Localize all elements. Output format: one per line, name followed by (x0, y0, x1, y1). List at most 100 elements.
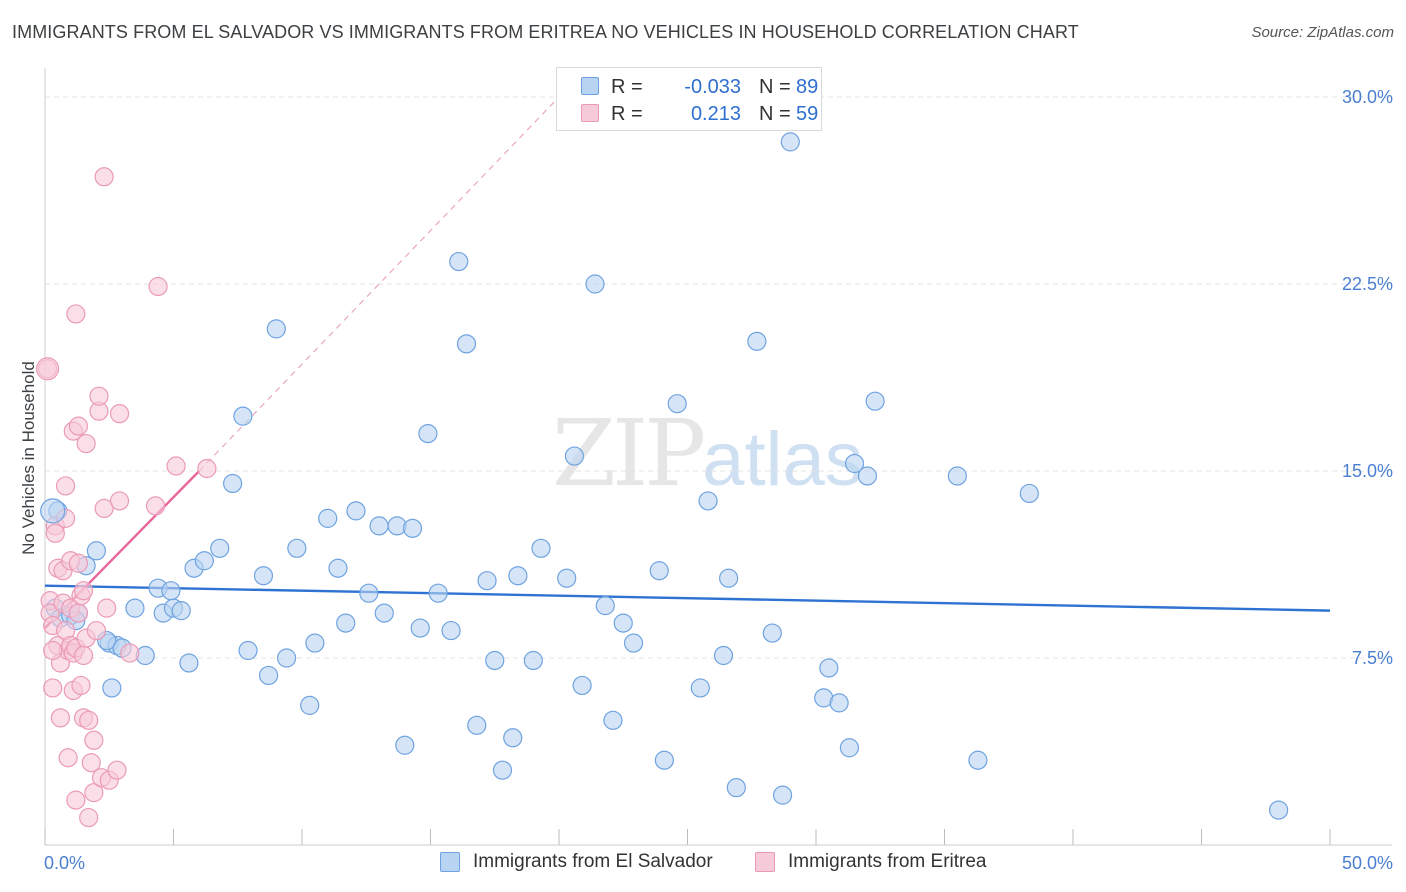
point-el-salvador (564, 446, 585, 466)
point-el-salvador (819, 658, 839, 678)
point-eritrea (145, 496, 166, 516)
series-name-eritrea: Immigrants from Eritrea (788, 851, 987, 872)
point-el-salvador (40, 498, 66, 524)
x-tick-label: 0.0% (44, 853, 85, 873)
point-el-salvador (449, 251, 469, 272)
point-el-salvador (485, 650, 505, 671)
series-swatch-el-salvador (440, 852, 460, 872)
legend-n-value: 89 (796, 76, 819, 98)
chart-source: Source: ZipAtlas.com (1251, 24, 1394, 41)
point-el-salvador (726, 778, 746, 798)
point-el-salvador (328, 558, 348, 578)
point-el-salvador (318, 508, 338, 528)
point-el-salvador (690, 678, 710, 698)
legend-swatch-eritrea (581, 104, 599, 122)
trend-line-el-salvador (44, 584, 1331, 612)
point-el-salvador (772, 785, 793, 805)
point-el-salvador (410, 618, 430, 638)
y-tick-label: 22.5% (1342, 274, 1393, 294)
point-eritrea (86, 620, 107, 641)
point-eritrea (109, 491, 130, 511)
x-tick-label: 50.0% (1342, 853, 1393, 873)
legend-n-label: N = (759, 103, 791, 125)
point-el-salvador (467, 715, 487, 735)
point-el-salvador (557, 568, 577, 588)
point-el-salvador (531, 538, 551, 558)
point-el-salvador (238, 640, 258, 661)
trend-lines (44, 96, 1331, 629)
point-el-salvador (947, 466, 967, 486)
legend-r-label: R = (611, 76, 643, 98)
point-el-salvador (844, 453, 865, 474)
point-eritrea (84, 730, 104, 750)
legend-swatch-el-salvador (581, 77, 599, 95)
point-eritrea (73, 581, 94, 601)
point-eritrea (76, 433, 96, 454)
point-el-salvador (762, 623, 782, 643)
point-eritrea (166, 456, 186, 476)
point-el-salvador (233, 406, 253, 426)
point-el-salvador (1268, 800, 1289, 820)
point-eritrea (68, 416, 89, 436)
point-el-salvador (747, 331, 767, 351)
point-el-salvador (839, 738, 860, 758)
point-el-salvador (667, 394, 687, 414)
point-el-salvador (336, 613, 356, 633)
point-el-salvador (477, 571, 497, 591)
point-eritrea (66, 304, 86, 324)
data-points (35, 132, 1289, 828)
point-el-salvador (1019, 483, 1039, 504)
legend-n-value: 59 (796, 103, 819, 125)
point-el-salvador (266, 319, 286, 339)
point-el-salvador (102, 678, 122, 698)
point-el-salvador (300, 695, 320, 715)
point-el-salvador (428, 583, 448, 603)
point-el-salvador (713, 645, 734, 666)
point-el-salvador (857, 466, 878, 486)
point-eritrea (73, 645, 94, 666)
point-el-salvador (968, 750, 988, 770)
legend-r-value: 0.213 (690, 103, 741, 125)
correlation-legend: R = -0.033 N = 89 R = 0.213 N = 59 (556, 67, 822, 131)
point-el-salvador (649, 561, 669, 581)
legend-n-label: N = (759, 76, 791, 98)
point-eritrea (79, 710, 99, 730)
point-el-salvador (719, 568, 739, 588)
point-el-salvador (418, 424, 438, 444)
series-swatch-eritrea (755, 852, 775, 872)
point-el-salvador (595, 596, 615, 616)
point-el-salvador (287, 538, 307, 558)
point-eritrea (89, 386, 109, 406)
point-eritrea (79, 807, 99, 828)
point-el-salvador (508, 566, 528, 586)
point-el-salvador (305, 633, 325, 653)
point-el-salvador (346, 501, 366, 521)
point-el-salvador (223, 473, 243, 494)
point-el-salvador (402, 518, 423, 538)
point-eritrea (50, 708, 71, 728)
point-eritrea (68, 553, 89, 573)
point-el-salvador (359, 583, 379, 603)
point-el-salvador (829, 693, 849, 713)
point-eritrea (43, 678, 63, 698)
point-el-salvador (492, 760, 513, 780)
point-eritrea (148, 276, 168, 297)
point-el-salvador (456, 334, 477, 354)
point-el-salvador (623, 633, 644, 653)
point-el-salvador (253, 566, 274, 586)
point-el-salvador (276, 648, 297, 668)
legend-r-value: -0.033 (684, 76, 741, 98)
point-el-salvador (865, 391, 885, 411)
point-eritrea (68, 603, 89, 623)
y-tick-label: 15.0% (1342, 461, 1393, 481)
point-eritrea (84, 783, 104, 803)
point-el-salvador (613, 613, 633, 633)
point-el-salvador (698, 491, 718, 511)
point-el-salvador (125, 598, 145, 618)
point-el-salvador (161, 581, 181, 601)
point-el-salvador (179, 653, 199, 673)
point-eritrea (35, 357, 60, 381)
y-tick-label: 30.0% (1342, 87, 1393, 107)
y-axis-label: No Vehicles in Household (19, 361, 38, 555)
